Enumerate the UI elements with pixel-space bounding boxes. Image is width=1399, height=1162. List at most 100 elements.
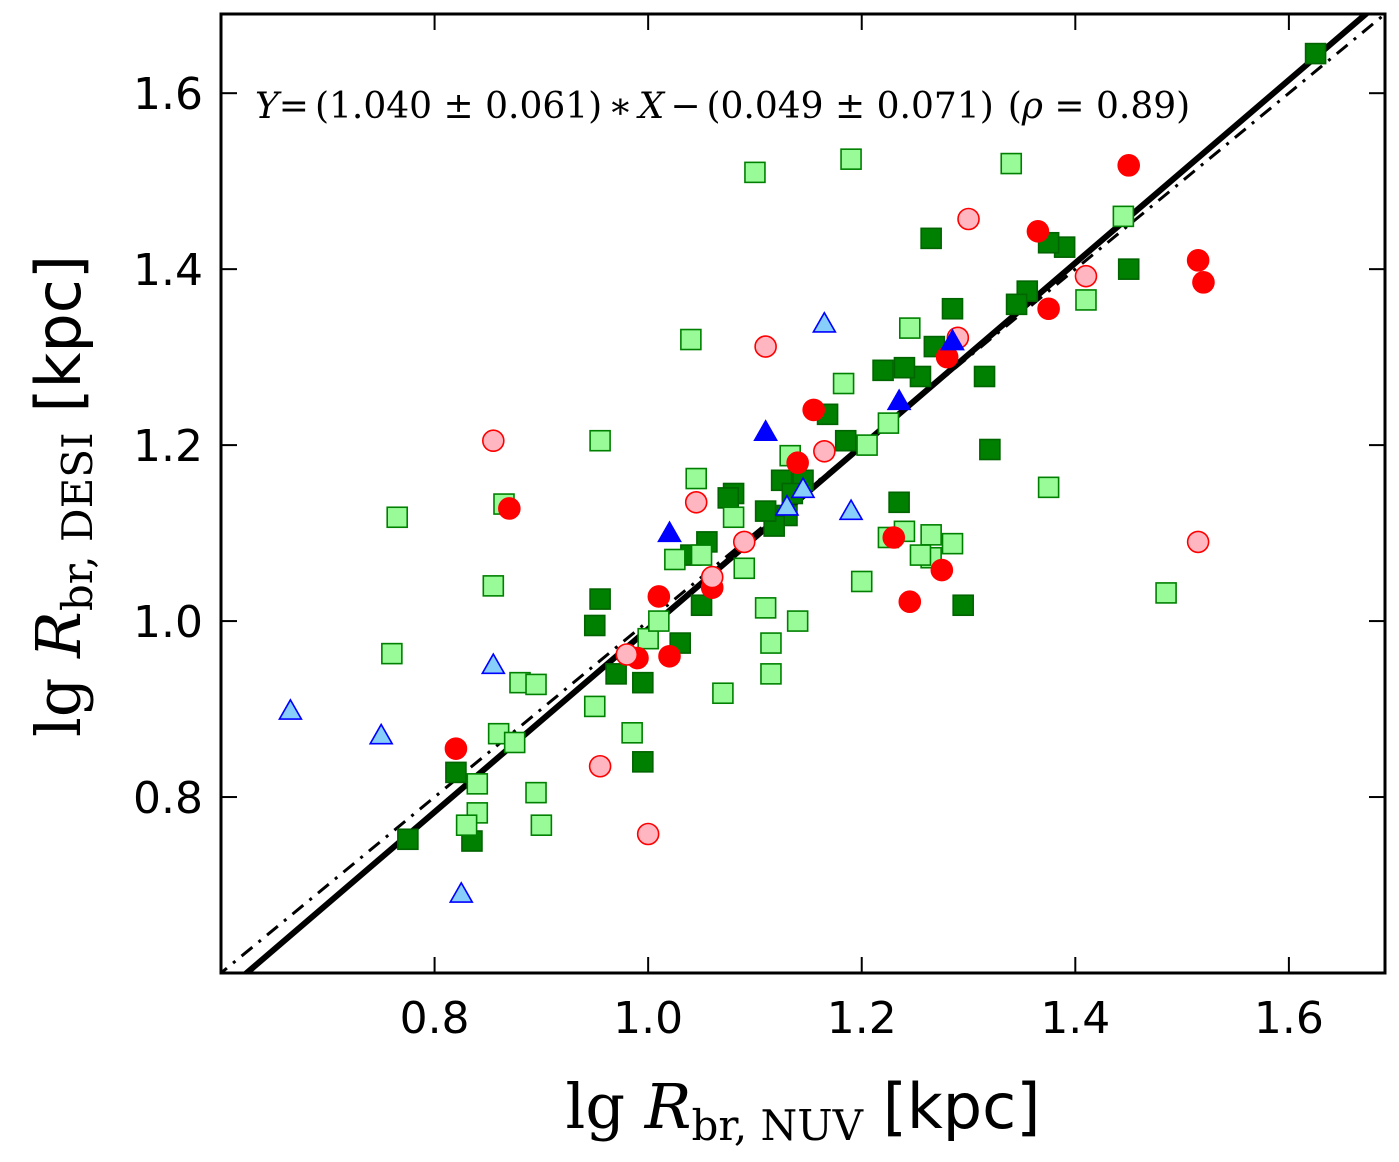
data-point (589, 588, 611, 610)
data-point (680, 328, 702, 351)
data-point (1037, 297, 1060, 321)
data-point (811, 311, 837, 333)
data-point (786, 610, 809, 632)
data-point (877, 412, 900, 434)
data-point (503, 731, 526, 754)
data-point (744, 161, 766, 184)
x-axis-label: lg Rbr, NUV [kpc] (566, 1070, 1041, 1150)
equation-y: Y (255, 86, 282, 127)
data-point (888, 491, 910, 514)
data-point (588, 754, 612, 778)
data-point (717, 487, 740, 509)
data-point (834, 429, 857, 452)
data-point (589, 429, 611, 452)
equation-rho: ρ (1021, 86, 1043, 127)
equation-minus: − (670, 86, 700, 127)
data-point (1026, 220, 1050, 243)
data-point (832, 372, 855, 395)
y-tick-label: 1.6 (133, 69, 203, 120)
series-light-blue-triangles (278, 311, 864, 903)
y-tick-label: 1.0 (133, 597, 203, 648)
x-tick-label: 0.8 (400, 993, 470, 1044)
data-point (898, 590, 922, 614)
data-point (893, 356, 916, 379)
data-point (621, 722, 643, 744)
data-point (1074, 264, 1098, 288)
data-point (480, 652, 506, 675)
y-axis-label-unit: [kpc] (22, 255, 95, 432)
data-point (1117, 154, 1141, 177)
data-point (957, 207, 980, 231)
data-point (530, 814, 553, 836)
x-axis-label-r: R (644, 1070, 692, 1143)
data-point (872, 359, 894, 382)
equation-slope: (1.040 ± 0.061) (315, 86, 602, 127)
equation-rho-open: ( (1008, 86, 1022, 127)
equation-eq: = (279, 86, 309, 127)
data-point (1304, 42, 1327, 65)
data-point (525, 673, 547, 696)
data-point (886, 388, 912, 411)
data-point (498, 497, 521, 520)
data-point (840, 148, 862, 170)
equation-times: ∗ (608, 86, 632, 127)
data-point (920, 227, 942, 250)
equation-rho-value: = 0.89) (1043, 86, 1190, 127)
data-point (657, 520, 682, 543)
data-point (760, 632, 782, 654)
series-pink-circles (482, 207, 1210, 846)
data-point (941, 532, 964, 555)
data-point (658, 644, 681, 668)
x-tick-label: 1.2 (827, 993, 897, 1044)
data-point (445, 761, 467, 784)
data-point (684, 490, 708, 514)
data-point (920, 524, 942, 546)
data-point (973, 365, 996, 388)
data-point (882, 526, 906, 549)
plot-frame (219, 12, 1387, 975)
data-point (1005, 293, 1028, 316)
data-point (838, 498, 864, 521)
data-point (1186, 249, 1210, 272)
data-point (1117, 258, 1140, 280)
equation-intercept: (0.049 ± 0.071) (706, 86, 993, 127)
data-point (466, 773, 489, 795)
data-point (647, 585, 671, 608)
data-point (898, 317, 921, 339)
data-point (583, 614, 606, 637)
data-point (381, 642, 403, 665)
data-point (754, 335, 777, 358)
data-point (615, 643, 639, 666)
data-point (856, 434, 878, 456)
y-axis-label: lg Rbr, DESI [kpc] (22, 255, 102, 737)
data-point (482, 429, 505, 453)
data-point (941, 297, 964, 320)
data-point (583, 695, 606, 718)
data-point (690, 594, 713, 617)
data-point (930, 558, 954, 582)
data-point (940, 328, 965, 351)
data-point (636, 822, 660, 846)
data-point (1186, 530, 1210, 554)
data-point (754, 597, 777, 619)
x-axis-label-lg: lg (566, 1070, 645, 1143)
data-point (1037, 476, 1060, 499)
series-light-green-squares (381, 148, 1177, 836)
data-point (1112, 205, 1135, 228)
x-tick-label: 1.4 (1040, 993, 1110, 1044)
y-tick-label: 1.4 (133, 245, 203, 296)
data-point (979, 438, 1001, 461)
data-point (386, 506, 409, 529)
data-point (754, 500, 777, 522)
x-tick-label: 1.0 (613, 993, 683, 1044)
data-point (1155, 582, 1177, 604)
data-point (790, 476, 816, 499)
x-axis-label-sub: br, NUV (691, 1101, 863, 1150)
data-point (690, 544, 713, 566)
data-point (664, 548, 686, 571)
data-point (1075, 289, 1097, 311)
data-point (733, 557, 756, 580)
data-point (397, 828, 419, 851)
data-point (786, 451, 809, 475)
